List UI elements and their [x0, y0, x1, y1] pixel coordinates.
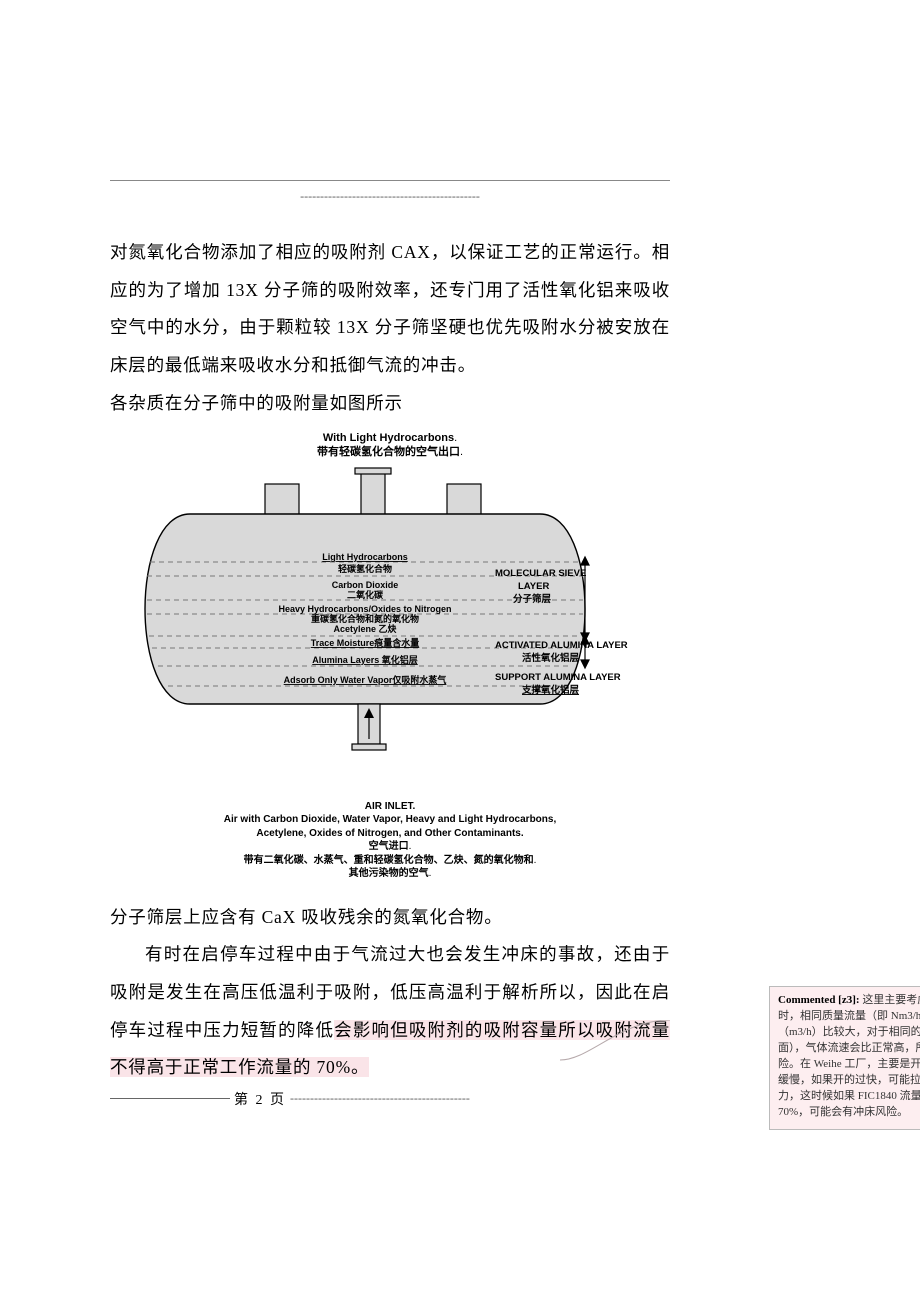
header-rule — [110, 180, 670, 181]
layer-water-vapor: Adsorb Only Water Vapor仅吸附水蒸气 — [284, 674, 447, 685]
inlet-flange — [352, 744, 386, 750]
side-ms2: LAYER — [518, 581, 549, 592]
comment-header: Commented [z3]: — [778, 994, 862, 1006]
outlet-center-flange — [355, 468, 391, 474]
layer-alumina: Alumina Layers 氧化铝层 — [312, 654, 418, 665]
layer-trace-moisture: Trace Moisture痕量含水量 — [311, 637, 420, 648]
side-al2: 活性氧化铝层 — [522, 652, 580, 664]
diagram-title-cn-text: 带有轻碳氢化合物的空气出口 — [317, 446, 460, 458]
outlet-left — [265, 484, 299, 516]
paragraph-1b: 各杂质在分子筛中的吸附量如图所示 — [110, 385, 670, 423]
side-al1: ACTIVATED ALUMINA LAYER — [495, 640, 628, 651]
inlet-t3: Acetylene, Oxides of Nitrogen, and Other… — [256, 828, 521, 839]
page-footer: 第 2 页 ----------------------------------… — [110, 1089, 670, 1109]
body-text: 对氮氧化合物添加了相应的吸附剂 CAX，以保证工艺的正常运行。相应的为了增加 1… — [110, 234, 670, 422]
outlet-center — [361, 470, 385, 516]
side-ms3: 分子筛层 — [513, 593, 552, 605]
paragraph-1: 对氮氧化合物添加了相应的吸附剂 CAX，以保证工艺的正常运行。相应的为了增加 1… — [110, 234, 670, 385]
paragraph-2: 分子筛层上应含有 CaX 吸收残余的氮氧化合物。 — [110, 899, 670, 937]
comment-balloon: Commented [z3]: 这里主要考虑的是，压力低时，相同质量流量（即 N… — [769, 986, 920, 1130]
footer-page-number: 第 2 页 — [234, 1089, 286, 1109]
layer-light-hc-en: Light Hydrocarbons — [322, 552, 408, 562]
inlet-text-block: AIR INLET. Air with Carbon Dioxide, Wate… — [130, 800, 650, 881]
layer-light-hc-cn: 轻碳氢化合物 — [338, 563, 392, 574]
layer-heavy-en: Heavy Hydrocarbons/Oxides to Nitrogen — [278, 604, 451, 614]
inlet-t1: AIR INLET — [365, 801, 413, 812]
layer-co2-en: Carbon Dioxide — [332, 580, 399, 590]
diagram-title-en: With Light Hydrocarbons. — [130, 432, 650, 446]
layer-heavy-cn: 重碳氢化合物和氮的氧化物 — [311, 613, 419, 624]
diagram-title-cn: 带有轻碳氢化合物的空气出口. — [130, 446, 650, 460]
inlet-t6: 其他污染物的空气 — [349, 868, 429, 879]
inlet-t5: 带有二氧化碳、水蒸气、重和轻碳氢化合物、乙炔、氮的氧化物和 — [244, 855, 534, 866]
vessel-diagram-svg: Light Hydrocarbons 轻碳氢化合物 Carbon Dioxide… — [130, 464, 650, 794]
diagram: With Light Hydrocarbons. 带有轻碳氢化合物的空气出口. — [130, 432, 650, 881]
comment-connector — [560, 1020, 680, 1080]
footer-underline — [110, 1098, 230, 1099]
document-page: ----------------------------------------… — [0, 0, 770, 1169]
header-dashes: ----------------------------------------… — [110, 189, 670, 204]
layer-acetylene: Acetylene 乙炔 — [333, 623, 396, 634]
side-su1: SUPPORT ALUMINA LAYER — [495, 672, 621, 683]
outlet-right — [447, 484, 481, 516]
side-ms1: MOLECULAR SIEVE — [495, 568, 586, 579]
footer-dashes: ----------------------------------------… — [290, 1091, 470, 1106]
layer-co2-cn: 二氧化碳 — [347, 589, 384, 600]
inlet-t4: 空气进口 — [369, 841, 409, 852]
side-su2: 支撑氧化铝层 — [521, 684, 580, 696]
inlet-t2: Air with Carbon Dioxide, Water Vapor, He… — [130, 813, 650, 827]
comment-body: 这里主要考虑的是，压力低时，相同质量流量（即 Nm3/h）的气体体积流量（m3/… — [778, 994, 920, 1118]
diagram-title-en-text: With Light Hydrocarbons — [323, 432, 454, 444]
